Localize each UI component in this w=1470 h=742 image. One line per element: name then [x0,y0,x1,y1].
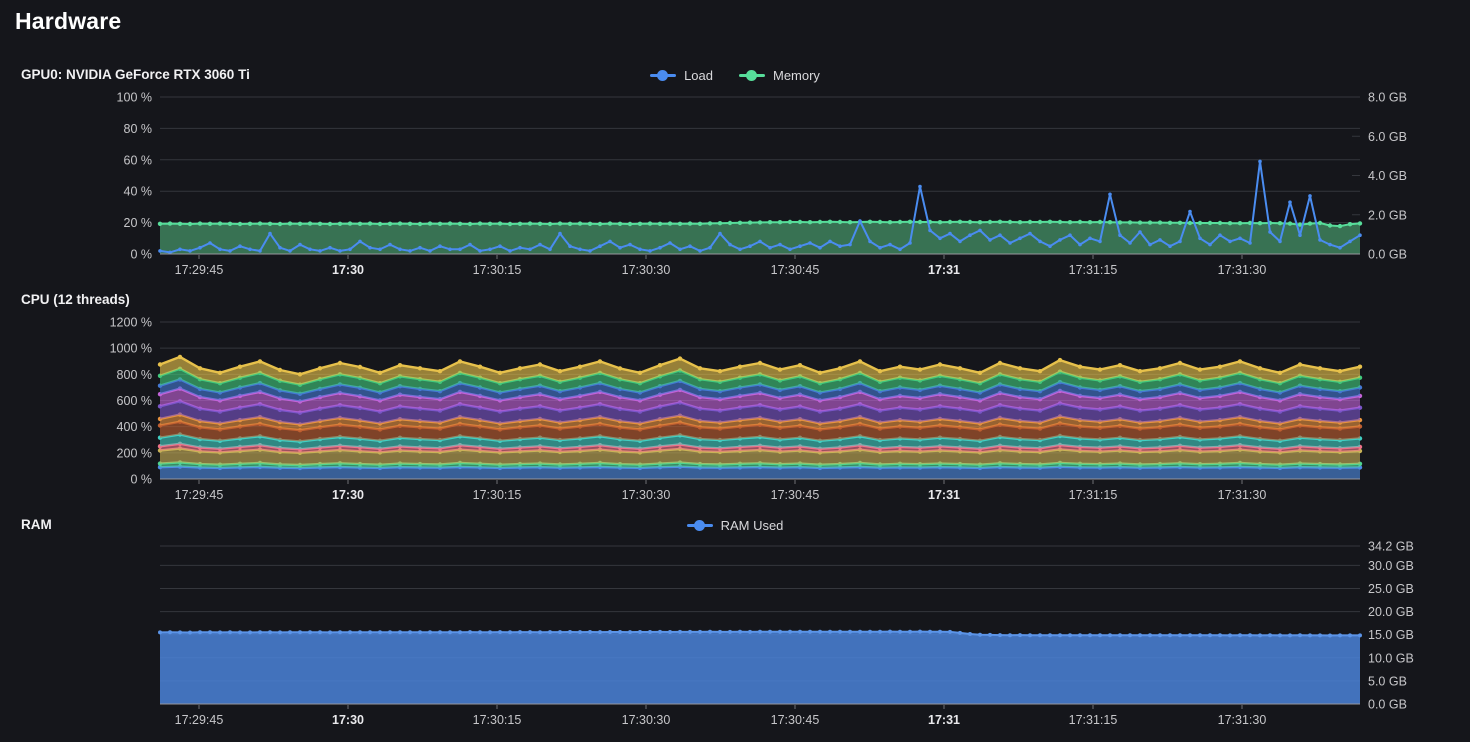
gpu-legend-item-load[interactable]: Load [650,68,713,83]
cpu-x-axis-label: 17:30:15 [473,488,522,502]
ram-x-axis-label: 17:31 [928,713,960,727]
page-title: Hardware [15,8,122,34]
gpu-y-right-label: 8.0 GB [1368,91,1407,105]
cpu-x-axis-label: 17:31:30 [1218,488,1267,502]
cpu-t12-area [160,356,1360,385]
ram-y-right-label: 15.0 GB [1368,628,1414,642]
gpu-y-left-label: 100 % [117,91,152,105]
gpu-legend-marker [650,70,677,81]
ram-legend: RAM Used [0,518,1470,533]
cpu-y-left-label: 200 % [117,446,152,460]
gpu-y-left-label: 80 % [124,122,153,136]
gpu-x-axis-label: 17:30:30 [622,263,671,277]
ram-chart-svg: 17:29:45 17:30 17:30:15 17:30:30 17:30:45 17:… [158,540,1414,727]
ram-x-axis-label: 17:29:45 [175,713,224,727]
cpu-t3-area [160,448,1360,465]
cpu-t12-points [157,354,1363,377]
ram-x-axis-label: 17:30 [332,713,364,727]
ram-y-right-label: 25.0 GB [1368,582,1414,596]
cpu-x-axis-label: 17:31:15 [1069,488,1118,502]
cpu-x-axis-label: 17:30:45 [771,488,820,502]
gpu-x-axis-label: 17:30:45 [771,263,820,277]
gpu-y-left-label: 20 % [124,216,153,230]
cpu-t8-area [160,401,1360,425]
ram-legend-item-ram-used[interactable]: RAM Used [686,518,784,533]
gpu-chart: 17:29:45 17:30 17:30:15 17:30:30 17:30:45 17:… [0,86,1470,286]
gpu-legend-label: Memory [772,68,820,83]
gpu-x-axis-label: 17:29:45 [175,263,224,277]
cpu-t6-area [160,421,1360,442]
gpu-y-left-label: 0 % [130,248,152,262]
ram-x-axis-label: 17:31:30 [1218,713,1267,727]
ram-y-right-label: 0.0 GB [1368,698,1407,712]
gpu-legend: Load Memory [0,68,1470,83]
cpu-chart-title: CPU (12 threads) [21,292,130,307]
cpu-y-left-label: 0 % [130,473,152,487]
ram-y-right-label: 30.0 GB [1368,559,1414,573]
ram-legend-dot-icon [693,520,705,531]
cpu-x-axis-label: 17:29:45 [175,488,224,502]
gpu-legend-item-memory[interactable]: Memory [738,68,820,83]
gpu-y-left-label: 60 % [124,153,153,167]
gpu-y-right-label: 0.0 GB [1368,248,1407,262]
ram-legend-marker [686,520,713,531]
ram-chart: 17:29:45 17:30 17:30:15 17:30:30 17:30:45 17:… [0,535,1470,735]
gpu-legend-dot-icon [657,70,669,81]
gpu-y-right-label: 4.0 GB [1368,169,1407,183]
cpu-y-left-label: 600 % [117,394,152,408]
ram-y-right-label: 20.0 GB [1368,605,1414,619]
ram-legend-label: RAM Used [720,518,784,533]
gpu-legend-dot-icon [745,70,757,81]
ram-ram-used-points [158,629,1362,638]
ram-x-axis-label: 17:30:45 [771,713,820,727]
gpu-load-points [158,159,1362,255]
cpu-y-left-label: 1200 % [110,316,152,330]
ram-x-axis-label: 17:30:15 [473,713,522,727]
gpu-y-left-label: 40 % [124,185,153,199]
gpu-x-axis-label: 17:31:15 [1069,263,1118,277]
ram-y-right-label: 5.0 GB [1368,674,1407,688]
gpu-legend-marker [738,70,765,81]
cpu-x-axis-label: 17:30:30 [622,488,671,502]
cpu-y-left-label: 1000 % [110,342,152,356]
cpu-x-axis-label: 17:31 [928,488,960,502]
cpu-y-left-label: 800 % [117,368,152,382]
gpu-x-axis-label: 17:31 [928,263,960,277]
cpu-t1-area [160,466,1360,479]
gpu-x-axis-label: 17:30 [332,263,364,277]
gpu-legend-label: Load [684,68,713,83]
gpu-memory-points [157,219,1363,229]
cpu-x-axis-label: 17:30 [332,488,364,502]
ram-x-axis-label: 17:30:30 [622,713,671,727]
ram-x-axis-label: 17:31:15 [1069,713,1118,727]
gpu-y-right-label: 6.0 GB [1368,130,1407,144]
gpu-chart-svg: 17:29:45 17:30 17:30:15 17:30:30 17:30:45 17:… [117,91,1407,278]
gpu-chart-title: GPU0: NVIDIA GeForce RTX 3060 Ti [21,67,250,82]
gpu-x-axis-label: 17:30:15 [473,263,522,277]
ram-y-right-label: 34.2 GB [1368,540,1414,554]
ram-chart-title: RAM [21,517,52,532]
gpu-memory-area [160,221,1360,254]
ram-ram-used-area [160,631,1360,704]
cpu-t9-area [160,388,1360,413]
cpu-chart: 17:29:45 17:30 17:30:15 17:30:30 17:30:45 17:… [0,311,1470,511]
gpu-x-axis-label: 17:31:30 [1218,263,1267,277]
cpu-chart-svg: 17:29:45 17:30 17:30:15 17:30:30 17:30:45 17:… [110,316,1363,502]
cpu-y-left-label: 400 % [117,420,152,434]
ram-y-right-label: 10.0 GB [1368,651,1414,665]
gpu-y-right-label: 2.0 GB [1368,208,1407,222]
